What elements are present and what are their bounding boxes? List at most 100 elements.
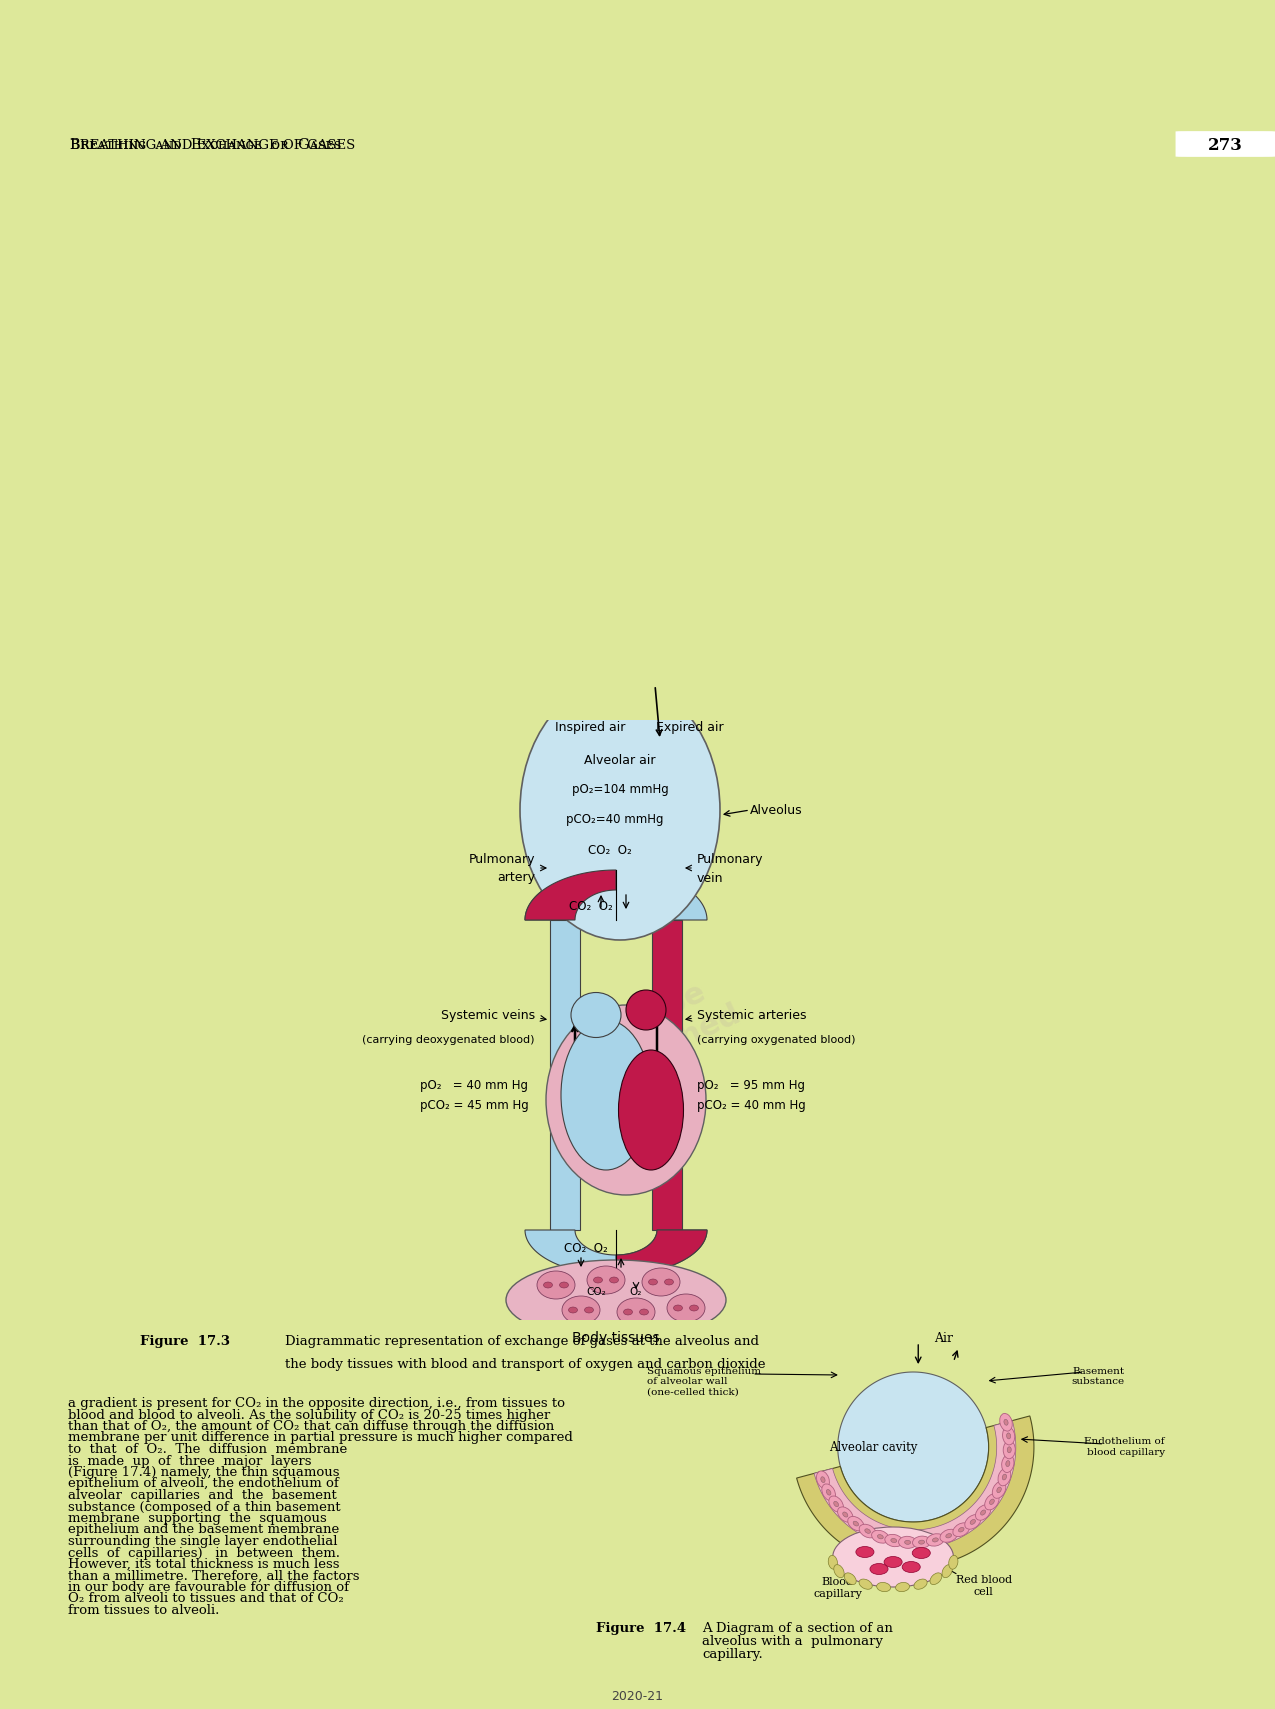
Ellipse shape xyxy=(949,1555,958,1569)
Ellipse shape xyxy=(848,1516,864,1531)
Text: in our body are favourable for diffusion of: in our body are favourable for diffusion… xyxy=(68,1581,349,1594)
Polygon shape xyxy=(838,1372,988,1523)
Polygon shape xyxy=(525,870,708,919)
Ellipse shape xyxy=(997,1487,1001,1492)
Text: is  made  up  of  three  major  layers: is made up of three major layers xyxy=(68,1454,311,1468)
Text: a gradient is present for CO₂ in the opposite direction, i.e., from tissues to: a gradient is present for CO₂ in the opp… xyxy=(68,1396,565,1410)
Ellipse shape xyxy=(546,1005,706,1195)
Text: 273: 273 xyxy=(1207,137,1243,154)
Ellipse shape xyxy=(912,1548,931,1559)
Ellipse shape xyxy=(667,1294,705,1323)
Ellipse shape xyxy=(829,1495,843,1512)
Polygon shape xyxy=(815,1420,1016,1548)
Ellipse shape xyxy=(584,1307,593,1313)
Ellipse shape xyxy=(569,1307,578,1313)
Text: Alveolar air: Alveolar air xyxy=(584,754,655,767)
Text: Figure  17.3: Figure 17.3 xyxy=(140,1335,230,1348)
Polygon shape xyxy=(525,1230,708,1275)
Ellipse shape xyxy=(673,1306,682,1311)
Ellipse shape xyxy=(829,1555,838,1569)
Text: However, its total thickness is much less: However, its total thickness is much les… xyxy=(68,1559,339,1571)
Ellipse shape xyxy=(891,1538,896,1543)
Text: Alveolus: Alveolus xyxy=(750,803,803,817)
Ellipse shape xyxy=(834,1565,844,1577)
Ellipse shape xyxy=(1003,1420,1009,1425)
Ellipse shape xyxy=(816,1471,830,1489)
Text: Bʀᴇᴀᴛʜɪɴɢ  ᴀɴᴅ  Eхᴄʜᴀɴɢᴇ  ᴏʀ  Gᴀѕᴇѕ: Bʀᴇᴀᴛʜɪɴɢ ᴀɴᴅ Eхᴄʜᴀɴɢᴇ ᴏʀ Gᴀѕᴇѕ xyxy=(70,138,342,152)
Polygon shape xyxy=(652,919,682,1230)
Ellipse shape xyxy=(940,1530,958,1542)
Text: artery: artery xyxy=(497,872,536,885)
Ellipse shape xyxy=(1006,1461,1010,1466)
Text: pCO₂ = 40 mm Hg: pCO₂ = 40 mm Hg xyxy=(697,1099,806,1111)
Ellipse shape xyxy=(984,1494,1000,1511)
Ellipse shape xyxy=(913,1536,931,1548)
Ellipse shape xyxy=(1006,1432,1011,1439)
Polygon shape xyxy=(525,870,616,919)
Ellipse shape xyxy=(942,1565,952,1577)
Text: A Diagram of a section of an: A Diagram of a section of an xyxy=(703,1622,892,1636)
Ellipse shape xyxy=(618,1049,683,1171)
Ellipse shape xyxy=(998,1468,1011,1485)
Text: than that of O₂, the amount of CO₂ that can diffuse through the diffusion: than that of O₂, the amount of CO₂ that … xyxy=(68,1420,555,1434)
Ellipse shape xyxy=(586,1266,625,1294)
Text: Body tissues: Body tissues xyxy=(572,1331,660,1345)
Text: alveolus with a  pulmonary: alveolus with a pulmonary xyxy=(703,1636,884,1647)
Ellipse shape xyxy=(826,1490,831,1495)
Ellipse shape xyxy=(609,1277,618,1283)
Ellipse shape xyxy=(856,1547,873,1557)
Ellipse shape xyxy=(914,1579,927,1589)
Ellipse shape xyxy=(992,1482,1006,1499)
Ellipse shape xyxy=(929,1572,942,1584)
Text: surrounding the single layer endothelial: surrounding the single layer endothelial xyxy=(68,1535,338,1548)
Ellipse shape xyxy=(859,1524,876,1538)
Polygon shape xyxy=(550,919,580,1230)
Text: (carrying oxygenated blood): (carrying oxygenated blood) xyxy=(697,1036,856,1044)
Text: O₂: O₂ xyxy=(630,1287,643,1297)
Ellipse shape xyxy=(821,1477,825,1483)
Ellipse shape xyxy=(952,1523,970,1536)
Text: pO₂   = 95 mm Hg: pO₂ = 95 mm Hg xyxy=(697,1078,805,1092)
Ellipse shape xyxy=(970,1519,975,1524)
Text: 2020-21: 2020-21 xyxy=(612,1690,663,1702)
Text: Air: Air xyxy=(933,1331,952,1345)
Text: Expired air: Expired air xyxy=(657,721,724,735)
Text: alveolar  capillaries  and  the  basement: alveolar capillaries and the basement xyxy=(68,1489,337,1502)
Ellipse shape xyxy=(838,1507,853,1523)
Text: BREATHING AND EXCHANGE OF GASES: BREATHING AND EXCHANGE OF GASES xyxy=(70,138,356,152)
Text: the body tissues with blood and transport of oxygen and carbon dioxide: the body tissues with blood and transpor… xyxy=(286,1359,765,1371)
Ellipse shape xyxy=(506,1260,725,1340)
Text: O₂ from alveoli to tissues and that of CO₂: O₂ from alveoli to tissues and that of C… xyxy=(68,1593,344,1605)
Text: Blood
capillary: Blood capillary xyxy=(813,1577,862,1598)
Text: epithelium of alveoli, the endothelium of: epithelium of alveoli, the endothelium o… xyxy=(68,1478,339,1490)
FancyBboxPatch shape xyxy=(1176,132,1275,157)
Text: Systemic veins: Systemic veins xyxy=(441,1008,536,1022)
Text: membrane  supporting  the  squamous: membrane supporting the squamous xyxy=(68,1512,326,1524)
Text: cells  of  capillaries)   in  between  them.: cells of capillaries) in between them. xyxy=(68,1547,340,1560)
Text: pCO₂ = 45 mm Hg: pCO₂ = 45 mm Hg xyxy=(419,1099,529,1111)
Ellipse shape xyxy=(927,1533,945,1547)
Text: Systemic arteries: Systemic arteries xyxy=(697,1008,807,1022)
Text: Inspired air: Inspired air xyxy=(555,721,625,735)
Ellipse shape xyxy=(853,1521,858,1526)
Text: Diagrammatic representation of exchange of gases at the alveolus and: Diagrammatic representation of exchange … xyxy=(286,1335,759,1348)
Text: Pulmonary: Pulmonary xyxy=(468,853,536,866)
Text: capillary.: capillary. xyxy=(703,1647,762,1661)
Text: pO₂=104 mmHg: pO₂=104 mmHg xyxy=(571,783,668,796)
Ellipse shape xyxy=(561,1020,652,1171)
Ellipse shape xyxy=(885,1535,903,1547)
Text: CO₂  O₂: CO₂ O₂ xyxy=(588,844,632,856)
Ellipse shape xyxy=(844,1572,857,1584)
Ellipse shape xyxy=(1002,1475,1006,1480)
Text: membrane per unit difference in partial pressure is much higher compared: membrane per unit difference in partial … xyxy=(68,1432,572,1444)
Ellipse shape xyxy=(989,1499,994,1504)
Ellipse shape xyxy=(1003,1441,1015,1459)
Ellipse shape xyxy=(617,1299,655,1326)
Ellipse shape xyxy=(626,990,666,1031)
Polygon shape xyxy=(616,1230,708,1275)
Text: substance (composed of a thin basement: substance (composed of a thin basement xyxy=(68,1501,340,1514)
Text: Squamous epithelium
of alveolar wall
(one-celled thick): Squamous epithelium of alveolar wall (on… xyxy=(646,1367,761,1396)
Ellipse shape xyxy=(664,1278,673,1285)
Text: to  that  of  O₂.  The  diffusion  membrane: to that of O₂. The diffusion membrane xyxy=(68,1442,347,1456)
Ellipse shape xyxy=(980,1511,986,1516)
